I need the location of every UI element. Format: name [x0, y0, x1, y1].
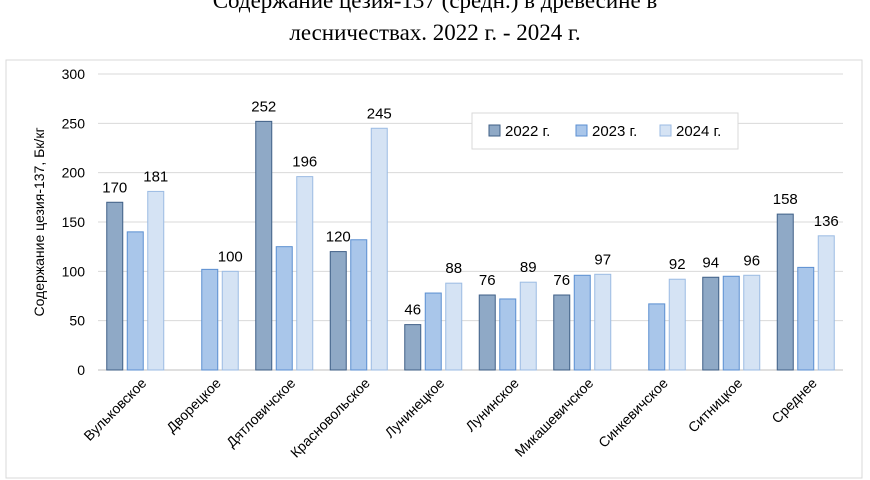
y-tick-label: 300 — [62, 66, 86, 82]
data-label: 94 — [702, 254, 719, 271]
bar — [424, 292, 442, 371]
data-label: 88 — [445, 260, 462, 277]
x-category-label: Среднее — [768, 375, 820, 427]
bar — [201, 268, 219, 371]
bar — [370, 127, 388, 371]
data-label: 196 — [292, 154, 317, 171]
x-category-label: Вульковское — [80, 375, 149, 444]
data-label: 252 — [251, 98, 276, 115]
bar — [594, 273, 612, 371]
bar — [126, 231, 144, 371]
data-label: 97 — [594, 251, 611, 268]
bar — [668, 278, 686, 371]
data-label: 76 — [479, 272, 496, 289]
bar — [296, 176, 314, 371]
data-label: 96 — [743, 252, 760, 269]
data-label: 245 — [367, 105, 392, 122]
y-tick-label: 250 — [62, 115, 86, 131]
bar — [350, 239, 368, 371]
x-category-label: Ситницкое — [685, 375, 746, 436]
y-axis-title: Содержание цезия-137, Бк/кг — [31, 127, 47, 316]
bars — [106, 120, 835, 371]
bar — [106, 201, 124, 371]
data-label: 158 — [773, 191, 798, 208]
bar — [478, 294, 496, 371]
bar — [573, 274, 591, 371]
bar — [329, 251, 347, 371]
data-label: 120 — [326, 229, 351, 246]
legend-label: 2022 г. — [505, 123, 550, 140]
data-label: 76 — [553, 272, 570, 289]
chart-title-line-1: Содержание цезия-137 (средн.) в древесин… — [213, 0, 658, 13]
bar — [817, 235, 835, 371]
x-category-label: Микашевичское — [511, 375, 596, 460]
legend-swatch — [659, 124, 672, 137]
bar — [255, 120, 273, 371]
chart-title-line-2: лесничествах. 2022 г. - 2024 г. — [289, 20, 580, 45]
x-category-label: Красновольское — [287, 375, 373, 461]
data-label: 100 — [218, 248, 243, 265]
data-labels: 170 181 100 252 196 120 245 46 88 76 89 76 97 92 94 96 1… — [102, 98, 839, 318]
data-label: 181 — [143, 168, 168, 185]
data-label: 170 — [102, 179, 127, 196]
x-category-label: Синкевичское — [595, 375, 671, 451]
y-tick-label: 50 — [69, 313, 85, 329]
y-axis-ticks: 0 50 100 150 200 250 300 — [62, 66, 86, 378]
y-tick-label: 200 — [62, 165, 86, 181]
bar — [553, 294, 571, 371]
bar — [648, 303, 666, 371]
bar — [722, 275, 740, 371]
bar — [743, 274, 761, 371]
legend-swatch — [575, 124, 588, 137]
bar — [519, 281, 537, 371]
data-label: 46 — [404, 302, 421, 319]
bar — [221, 270, 239, 371]
legend-box — [471, 112, 739, 150]
bar — [776, 213, 794, 371]
chart-area-border — [5, 59, 863, 479]
y-tick-label: 100 — [62, 263, 86, 279]
data-label: 136 — [814, 213, 839, 230]
bar — [147, 190, 165, 371]
y-tick-label: 150 — [62, 214, 86, 230]
x-category-label: Дятловичское — [223, 375, 299, 451]
bar — [702, 276, 720, 371]
legend-swatch — [488, 124, 501, 137]
x-category-label: Лунинское — [462, 375, 522, 435]
x-category-label: Дворецкое — [163, 375, 224, 436]
bar — [445, 282, 463, 371]
legend-label: 2024 г. — [676, 123, 721, 140]
bar — [797, 266, 815, 371]
bar — [275, 246, 293, 371]
legend-label: 2023 г. — [592, 123, 637, 140]
x-category-label: Лунинецкое — [381, 375, 447, 441]
x-axis-labels: Вульковское Дворецкое ДятловичскоеКрасново… — [80, 375, 820, 461]
data-label: 92 — [669, 256, 686, 273]
bar — [499, 298, 517, 371]
legend: 2022 г. 2023 г. 2024 г. — [471, 112, 739, 150]
bar — [404, 324, 422, 371]
y-tick-label: 0 — [77, 362, 85, 378]
data-label: 89 — [520, 259, 537, 276]
